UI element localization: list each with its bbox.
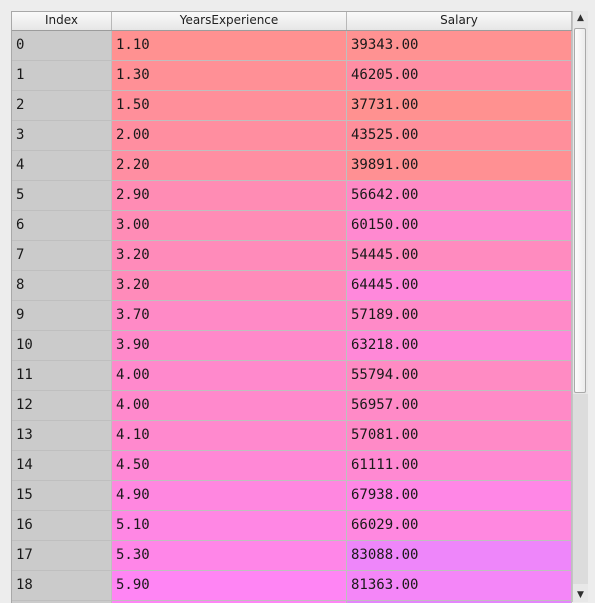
table-row: 2 1.50 37731.00	[12, 91, 572, 121]
years-experience-cell[interactable]: 4.00	[112, 391, 347, 421]
years-experience-cell[interactable]: 4.10	[112, 421, 347, 451]
years-experience-cell[interactable]: 3.00	[112, 211, 347, 241]
table-row: 9 3.70 57189.00	[12, 301, 572, 331]
header-salary[interactable]: Salary	[347, 12, 572, 30]
salary-cell[interactable]: 57189.00	[347, 301, 572, 331]
header-years-experience[interactable]: YearsExperience	[112, 12, 347, 30]
row-index-cell[interactable]: 11	[12, 361, 112, 391]
header-index[interactable]: Index	[12, 12, 112, 30]
table-row: 4 2.20 39891.00	[12, 151, 572, 181]
table-row: 5 2.90 56642.00	[12, 181, 572, 211]
salary-cell[interactable]: 81363.00	[347, 571, 572, 601]
table-row: 12 4.00 56957.00	[12, 391, 572, 421]
table-row: 17 5.30 83088.00	[12, 541, 572, 571]
table-row: 13 4.10 57081.00	[12, 421, 572, 451]
row-index-cell[interactable]: 12	[12, 391, 112, 421]
salary-cell[interactable]: 43525.00	[347, 121, 572, 151]
row-index-cell[interactable]: 4	[12, 151, 112, 181]
years-experience-cell[interactable]: 4.00	[112, 361, 347, 391]
row-index-cell[interactable]: 2	[12, 91, 112, 121]
salary-cell[interactable]: 83088.00	[347, 541, 572, 571]
scrollbar-track[interactable]	[573, 394, 588, 584]
table-body: 0 1.10 39343.00 1 1.30 46205.00 2 1.50 37731.00 3…	[12, 31, 572, 603]
years-experience-cell[interactable]: 1.10	[112, 31, 347, 61]
years-experience-cell[interactable]: 1.50	[112, 91, 347, 121]
table-row: 15 4.90 67938.00	[12, 481, 572, 511]
row-index-cell[interactable]: 9	[12, 301, 112, 331]
salary-cell[interactable]: 56957.00	[347, 391, 572, 421]
data-table: Index YearsExperience Salary 0 1.10 39343.…	[11, 11, 572, 603]
row-index-cell[interactable]: 13	[12, 421, 112, 451]
row-index-cell[interactable]: 14	[12, 451, 112, 481]
salary-cell[interactable]: 37731.00	[347, 91, 572, 121]
table-header: Index YearsExperience Salary	[12, 12, 572, 31]
row-index-cell[interactable]: 5	[12, 181, 112, 211]
years-experience-cell[interactable]: 1.30	[112, 61, 347, 91]
row-index-cell[interactable]: 10	[12, 331, 112, 361]
years-experience-cell[interactable]: 5.30	[112, 541, 347, 571]
table-row: 6 3.00 60150.00	[12, 211, 572, 241]
years-experience-cell[interactable]: 3.90	[112, 331, 347, 361]
row-index-cell[interactable]: 16	[12, 511, 112, 541]
table-row: 3 2.00 43525.00	[12, 121, 572, 151]
years-experience-cell[interactable]: 3.20	[112, 241, 347, 271]
vertical-scrollbar[interactable]: ▲ ▼	[572, 11, 588, 602]
salary-cell[interactable]: 54445.00	[347, 241, 572, 271]
row-index-cell[interactable]: 15	[12, 481, 112, 511]
table-row: 1 1.30 46205.00	[12, 61, 572, 91]
row-index-cell[interactable]: 6	[12, 211, 112, 241]
table-row: 11 4.00 55794.00	[12, 361, 572, 391]
row-index-cell[interactable]: 18	[12, 571, 112, 601]
salary-cell[interactable]: 46205.00	[347, 61, 572, 91]
table-row: 7 3.20 54445.00	[12, 241, 572, 271]
years-experience-cell[interactable]: 4.50	[112, 451, 347, 481]
table-row: 0 1.10 39343.00	[12, 31, 572, 61]
years-experience-cell[interactable]: 2.00	[112, 121, 347, 151]
row-index-cell[interactable]: 7	[12, 241, 112, 271]
row-index-cell[interactable]: 17	[12, 541, 112, 571]
years-experience-cell[interactable]: 4.90	[112, 481, 347, 511]
row-index-cell[interactable]: 8	[12, 271, 112, 301]
salary-cell[interactable]: 39343.00	[347, 31, 572, 61]
table-row: 14 4.50 61111.00	[12, 451, 572, 481]
salary-cell[interactable]: 56642.00	[347, 181, 572, 211]
years-experience-cell[interactable]: 2.20	[112, 151, 347, 181]
years-experience-cell[interactable]: 3.20	[112, 271, 347, 301]
row-index-cell[interactable]: 3	[12, 121, 112, 151]
years-experience-cell[interactable]: 3.70	[112, 301, 347, 331]
table-row: 10 3.90 63218.00	[12, 331, 572, 361]
row-index-cell[interactable]: 1	[12, 61, 112, 91]
salary-cell[interactable]: 64445.00	[347, 271, 572, 301]
salary-cell[interactable]: 66029.00	[347, 511, 572, 541]
row-index-cell[interactable]: 0	[12, 31, 112, 61]
years-experience-cell[interactable]: 5.10	[112, 511, 347, 541]
salary-cell[interactable]: 67938.00	[347, 481, 572, 511]
salary-cell[interactable]: 61111.00	[347, 451, 572, 481]
years-experience-cell[interactable]: 2.90	[112, 181, 347, 211]
table-row: 16 5.10 66029.00	[12, 511, 572, 541]
scrollbar-thumb[interactable]	[574, 28, 586, 393]
salary-cell[interactable]: 39891.00	[347, 151, 572, 181]
salary-cell[interactable]: 60150.00	[347, 211, 572, 241]
table-row: 8 3.20 64445.00	[12, 271, 572, 301]
salary-cell[interactable]: 57081.00	[347, 421, 572, 451]
up-arrow-icon[interactable]: ▲	[577, 13, 584, 23]
table-row: 18 5.90 81363.00	[12, 571, 572, 601]
down-arrow-icon[interactable]: ▼	[577, 590, 584, 600]
salary-cell[interactable]: 55794.00	[347, 361, 572, 391]
salary-cell[interactable]: 63218.00	[347, 331, 572, 361]
years-experience-cell[interactable]: 5.90	[112, 571, 347, 601]
